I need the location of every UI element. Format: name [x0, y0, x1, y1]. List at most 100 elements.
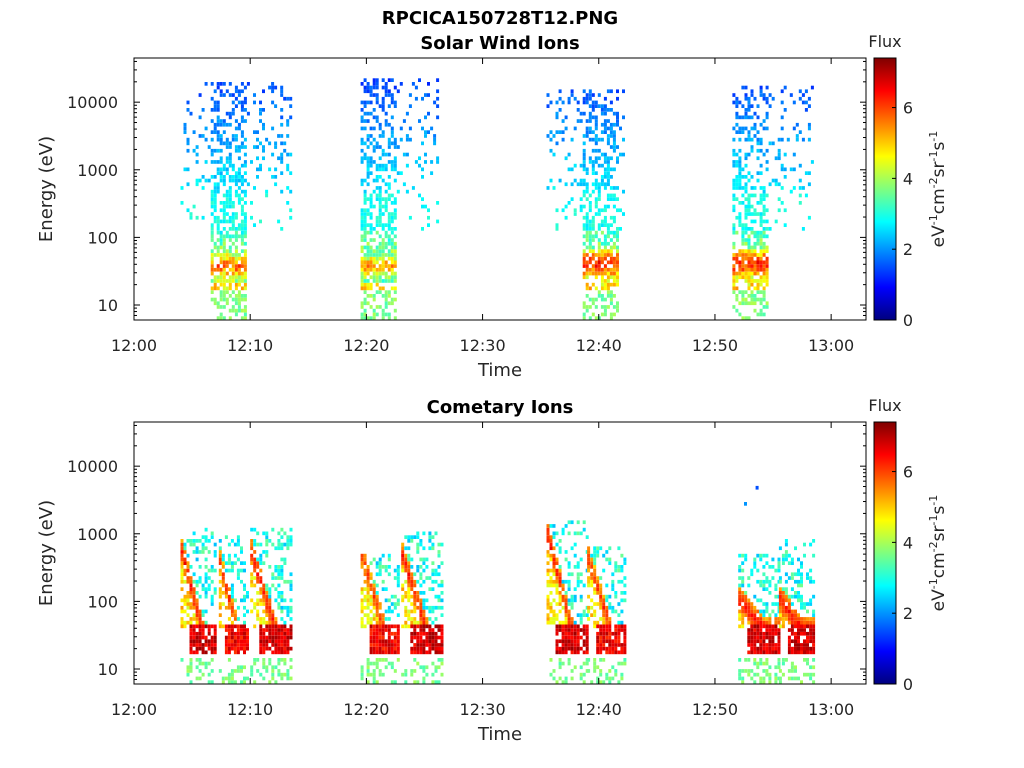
- flux-cell: [585, 223, 589, 227]
- flux-cell: [744, 126, 748, 131]
- flux-cell: [259, 635, 263, 640]
- flux-cell: [372, 602, 376, 606]
- flux-cell: [747, 152, 751, 157]
- flux-cell: [198, 639, 202, 644]
- flux-cell: [609, 249, 613, 253]
- flux-cell: [759, 223, 763, 227]
- flux-cell: [561, 650, 565, 655]
- flux-cell: [768, 650, 772, 655]
- flux-cell: [387, 182, 391, 187]
- flux-cell: [228, 286, 232, 291]
- flux-cell: [762, 676, 766, 681]
- flux-cell: [378, 186, 382, 190]
- flux-cell: [201, 175, 205, 179]
- flux-cell: [265, 553, 269, 558]
- flux-cell: [369, 260, 373, 265]
- flux-cell: [277, 219, 281, 224]
- flux-cell: [582, 264, 586, 268]
- flux-cell: [219, 316, 223, 320]
- flux-cell: [416, 646, 420, 651]
- flux-cell: [375, 100, 379, 105]
- flux-cell: [401, 546, 405, 551]
- flux-cell: [262, 643, 266, 647]
- flux-cell: [384, 197, 388, 201]
- flux-cell: [803, 643, 806, 647]
- flux-cell: [781, 617, 785, 621]
- flux-cell: [593, 620, 597, 625]
- flux-cell: [390, 650, 394, 655]
- flux-cell: [277, 628, 281, 632]
- flux-cell: [363, 193, 367, 198]
- flux-cell: [753, 134, 757, 138]
- flux-cell: [552, 546, 556, 551]
- flux-cell: [183, 579, 187, 584]
- flux-cell: [407, 539, 411, 543]
- flux-cell: [564, 639, 568, 644]
- flux-cell: [803, 658, 806, 662]
- flux-cell: [280, 565, 284, 569]
- flux-cell: [596, 676, 600, 681]
- flux-cell: [227, 557, 231, 562]
- flux-cell: [280, 635, 284, 640]
- flux-cell: [440, 542, 444, 547]
- flux-cell: [591, 130, 595, 134]
- flux-cell: [393, 156, 397, 161]
- x-tick-label: 12:20: [343, 336, 389, 355]
- flux-cell: [735, 279, 739, 283]
- flux-cell: [210, 260, 214, 265]
- flux-cell: [390, 631, 394, 636]
- flux-cell: [747, 605, 751, 610]
- flux-cell: [582, 672, 586, 677]
- flux-cell: [588, 93, 592, 97]
- flux-cell: [277, 565, 281, 569]
- flux-cell: [237, 275, 241, 280]
- flux-cell: [564, 609, 568, 614]
- flux-cell: [259, 672, 263, 677]
- flux-cell: [768, 646, 772, 651]
- flux-cell: [762, 241, 766, 246]
- flux-cell: [201, 535, 205, 539]
- flux-cell: [366, 658, 370, 662]
- flux-cell: [360, 591, 364, 595]
- flux-cell: [741, 175, 745, 179]
- flux-cell: [440, 624, 444, 629]
- flux-cell: [762, 565, 766, 569]
- flux-cell: [219, 230, 223, 235]
- flux-cell: [756, 212, 760, 216]
- flux-cell: [236, 568, 240, 573]
- flux-cell: [393, 167, 397, 172]
- flux-cell: [597, 186, 601, 190]
- flux-cell: [431, 635, 435, 640]
- flux-cell: [213, 160, 217, 164]
- flux-cell: [186, 665, 190, 670]
- flux-cell: [777, 565, 781, 569]
- flux-cell: [732, 245, 736, 250]
- flux-cell: [605, 613, 609, 617]
- flux-cell: [790, 628, 794, 632]
- flux-cell: [424, 130, 427, 134]
- flux-cell: [231, 279, 235, 283]
- flux-cell: [753, 661, 757, 666]
- flux-cell: [240, 119, 244, 123]
- flux-cell: [259, 163, 262, 168]
- flux-cell: [265, 639, 269, 644]
- flux-cell: [623, 576, 627, 580]
- flux-cell: [216, 230, 220, 235]
- flux-cell: [778, 546, 782, 551]
- flux-cell: [286, 646, 290, 651]
- flux-cell: [283, 148, 287, 153]
- flux-cell: [201, 646, 205, 651]
- flux-cell: [812, 643, 816, 647]
- flux-cell: [599, 628, 603, 632]
- flux-cell: [228, 201, 232, 205]
- flux-cell: [384, 658, 388, 662]
- flux-cell: [204, 546, 208, 551]
- flux-cell: [585, 264, 589, 268]
- flux-cell: [378, 650, 382, 655]
- flux-cell: [579, 182, 583, 187]
- flux-cell: [587, 576, 591, 580]
- flux-cell: [401, 568, 405, 573]
- flux-cell: [783, 208, 787, 213]
- flux-cell: [549, 130, 553, 134]
- flux-cell: [189, 643, 193, 647]
